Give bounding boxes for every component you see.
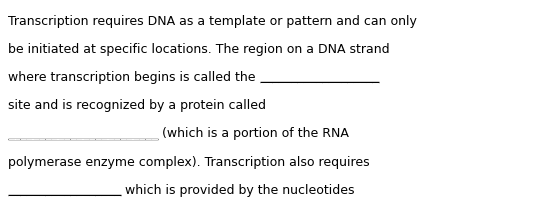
Text: where transcription begins is called the: where transcription begins is called the: [8, 71, 260, 84]
Text: polymerase enzyme complex). Transcription also requires: polymerase enzyme complex). Transcriptio…: [8, 156, 370, 169]
Text: ________________________: ________________________: [8, 127, 158, 140]
Text: ___________________: ___________________: [260, 71, 379, 84]
Text: Transcription requires DNA as a template or pattern and can only: Transcription requires DNA as a template…: [8, 15, 417, 28]
Text: __________________: __________________: [8, 184, 121, 197]
Text: be initiated at specific locations. The region on a DNA strand: be initiated at specific locations. The …: [8, 43, 390, 56]
Text: which is provided by the nucleotides: which is provided by the nucleotides: [121, 184, 354, 197]
Text: site and is recognized by a protein called: site and is recognized by a protein call…: [8, 99, 266, 112]
Text: (which is a portion of the RNA: (which is a portion of the RNA: [158, 127, 349, 140]
